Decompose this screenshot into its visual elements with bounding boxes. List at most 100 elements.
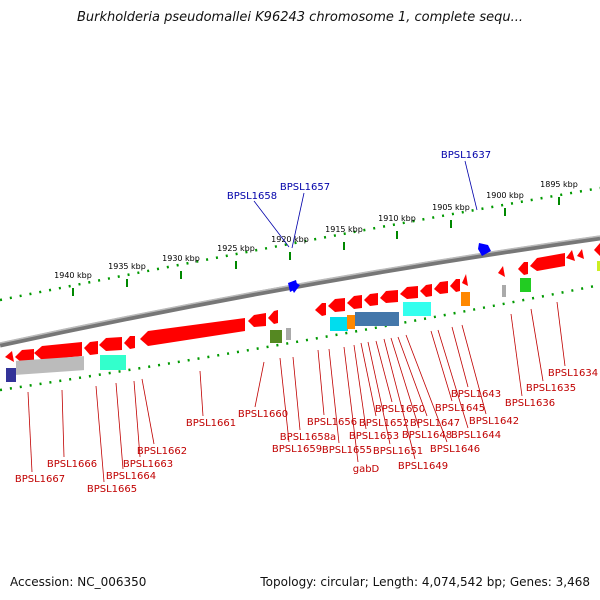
gene-label-bpsl1657[interactable]: BPSL1657: [280, 182, 330, 193]
gene-bpsl1635-arrow[interactable]: [530, 253, 565, 271]
leader-bpsl1660: [254, 361, 265, 408]
leader-bpsl1659: [279, 357, 290, 443]
gene-bpsl1634-arrow[interactable]: [566, 250, 575, 261]
gene-bpsl1660-block[interactable]: [270, 330, 282, 343]
gene-label-bpsl1661[interactable]: BPSL1661: [186, 418, 236, 429]
gene-bpsl1643-block[interactable]: [461, 292, 470, 306]
gene-bpsl1658a-block[interactable]: [286, 328, 291, 340]
gene-label-bpsl1664[interactable]: BPSL1664: [106, 471, 156, 482]
gene-label-bpsl1653[interactable]: BPSL1653: [349, 431, 399, 442]
gene-label-bpsl1660[interactable]: BPSL1660: [238, 409, 288, 420]
gene-label-bpsl1656[interactable]: BPSL1656: [307, 417, 357, 428]
gene-bpsl1655-arrow[interactable]: [328, 298, 345, 312]
gene-bpsl1662-arrow[interactable]: [124, 336, 135, 349]
leader-bpsl1634: [556, 301, 566, 367]
leader-bpsl1658a: [292, 356, 301, 431]
leader-bpsl1662: [141, 378, 155, 445]
leader-bpsl1666: [61, 389, 65, 458]
gene-bpsl1648-arrow[interactable]: [450, 279, 460, 292]
scale-markers: 1940 kbp 1935 kbp 1930 kbp 1925 kbp 1920 kbp…: [54, 180, 578, 296]
gene-edge-block[interactable]: [597, 261, 600, 271]
gene-bpsl1649-arrow[interactable]: [434, 281, 448, 294]
leader-bpsl1667: [27, 391, 33, 473]
gene-bpsl1637-arrow[interactable]: [478, 243, 491, 256]
gene-label-bpsl1658a[interactable]: BPSL1658a: [280, 432, 336, 443]
gene-label-bpsl1637[interactable]: BPSL1637: [441, 150, 491, 161]
scale-label-1895: 1895 kbp: [540, 180, 578, 189]
gene-bpsl1636-arrow[interactable]: [518, 262, 528, 275]
leader-bpsl1643: [451, 326, 469, 388]
leader-bpsl1663: [133, 380, 141, 458]
gene-label-bpsl1666[interactable]: BPSL1666: [47, 459, 97, 470]
gene-label-bpsl1644[interactable]: BPSL1644: [451, 430, 501, 441]
gene-bpsl1666-arrow[interactable]: [15, 349, 34, 363]
gene-label-bpsl1649[interactable]: BPSL1649: [398, 461, 448, 472]
gene-label-bpsl1634[interactable]: BPSL1634: [548, 368, 598, 379]
gene-bpsl1667-arrow[interactable]: [5, 351, 14, 362]
gene-label-bpsl1647[interactable]: BPSL1647: [410, 418, 460, 429]
gene-label-bpsl1652[interactable]: BPSL1652: [359, 418, 409, 429]
gene-bpsl1665-arrow[interactable]: [34, 342, 82, 360]
gene-label-bpsl1651[interactable]: BPSL1651: [373, 446, 423, 457]
leader-bpsl1648: [390, 337, 420, 429]
gene-label-bpsl1635[interactable]: BPSL1635: [526, 383, 576, 394]
gene-label-bpsl1643[interactable]: BPSL1643: [451, 389, 501, 400]
gene-bpsl1650-arrow[interactable]: [420, 284, 432, 297]
accession-info: Accession: NC_006350: [10, 575, 147, 589]
scale-label-1925: 1925 kbp: [217, 244, 255, 253]
leader-bpsl1664: [115, 382, 124, 470]
leader-gabd: [343, 346, 359, 463]
gene-bpsl1659-arrow[interactable]: [268, 310, 278, 324]
leader-bpsl1658: [253, 200, 290, 248]
gene-bpsl1657-arrow[interactable]: [291, 281, 300, 293]
gene-bpsl1646-arrow[interactable]: [462, 274, 468, 286]
gene-bpsl1653-arrow[interactable]: [364, 293, 378, 306]
gene-label-bpsl1663[interactable]: BPSL1663: [123, 459, 173, 470]
gene-bpsl1652-arrow[interactable]: [380, 290, 398, 303]
leader-bpsl1646: [405, 334, 448, 443]
leader-bpsl1645: [430, 330, 453, 402]
gene-edge-arrow-2[interactable]: [594, 243, 600, 256]
leader-lines: [27, 301, 566, 483]
lower-track: [0, 283, 600, 392]
gene-bpsl1636-block[interactable]: [520, 278, 531, 292]
gene-bpsl1655-block[interactable]: [330, 317, 348, 331]
gene-label-bpsl1662[interactable]: BPSL1662: [137, 446, 187, 457]
gene-label-bpsl1648[interactable]: BPSL1648: [402, 430, 452, 441]
gene-bpsl1664-block[interactable]: [100, 355, 126, 370]
gene-bpsl1642-block[interactable]: [502, 285, 506, 297]
gene-bpsl1656-arrow[interactable]: [315, 303, 326, 316]
gene-label-bpsl1646[interactable]: BPSL1646: [430, 444, 480, 455]
gene-gabd-block[interactable]: [347, 315, 355, 329]
gene-edge-arrow[interactable]: [577, 249, 584, 259]
gene-gabd-arrow[interactable]: [347, 295, 362, 309]
gene-label-bpsl1650[interactable]: BPSL1650: [375, 404, 425, 415]
gene-label-bpsl1665[interactable]: BPSL1665: [87, 484, 137, 495]
gene-bpsl1664-arrow[interactable]: [84, 341, 98, 355]
gene-bpsl1660-arrow[interactable]: [248, 313, 266, 327]
gene-label-bpsl1655[interactable]: BPSL1655: [322, 445, 372, 456]
gene-bpsl1663-arrow[interactable]: [99, 337, 122, 351]
gene-bpsl1661-arrow[interactable]: [140, 318, 245, 346]
gene-label-bpsl1667[interactable]: BPSL1667: [15, 474, 65, 485]
leader-bpsl1651: [367, 341, 391, 445]
gene-bpsl1650-block[interactable]: [403, 302, 431, 316]
gene-label-bpsl1658[interactable]: BPSL1658: [227, 191, 277, 202]
scale-label-1940: 1940 kbp: [54, 271, 92, 280]
leader-bpsl1637: [464, 160, 478, 211]
gene-bpsl1667-block[interactable]: [6, 368, 16, 382]
gene-bpsl1653-block[interactable]: [355, 312, 399, 326]
scale-label-1935: 1935 kbp: [108, 262, 146, 271]
gene-label-gabd[interactable]: gabD: [353, 464, 380, 475]
gene-label-bpsl1636[interactable]: BPSL1636: [505, 398, 555, 409]
leader-bpsl1657: [291, 192, 305, 249]
gene-bpsl1642-arrow[interactable]: [498, 266, 505, 277]
gene-label-bpsl1642[interactable]: BPSL1642: [469, 416, 519, 427]
gene-label-bpsl1645[interactable]: BPSL1645: [435, 403, 485, 414]
gene-bpsl1651-arrow[interactable]: [400, 286, 418, 299]
gene-bpsl1666-block[interactable]: [16, 356, 84, 375]
leader-bpsl1656: [317, 349, 325, 416]
gene-label-bpsl1659[interactable]: BPSL1659: [272, 444, 322, 455]
